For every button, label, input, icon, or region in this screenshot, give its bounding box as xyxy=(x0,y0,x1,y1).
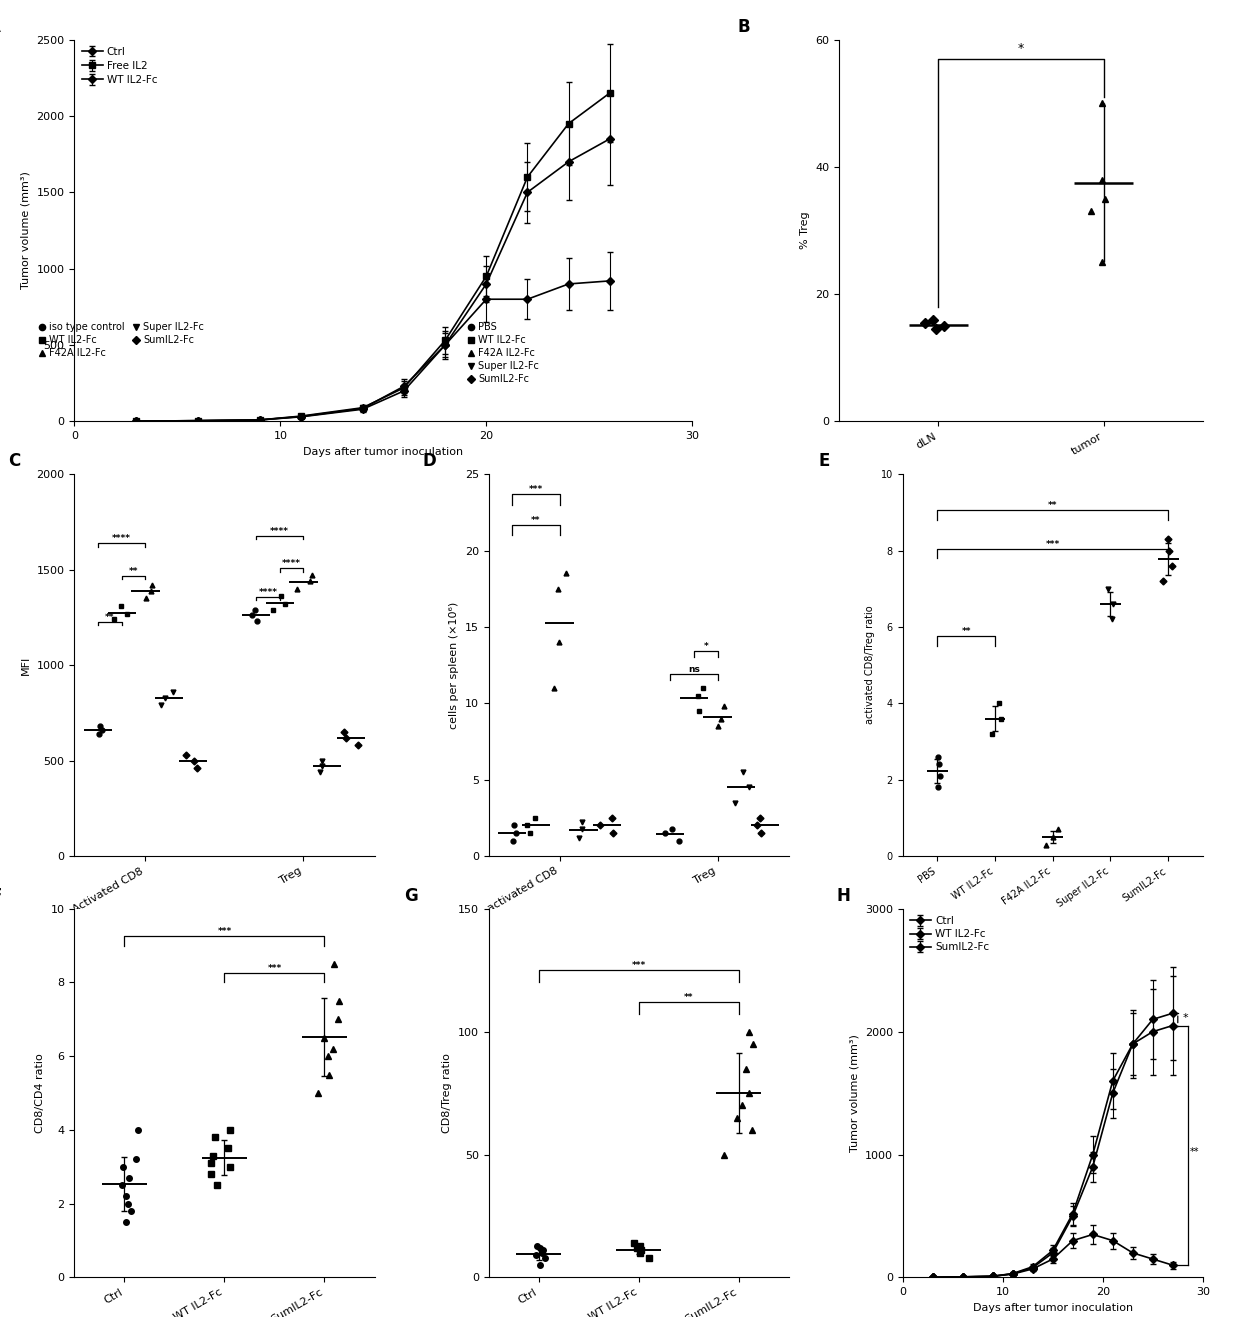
Text: **: ** xyxy=(531,515,541,524)
Text: **: ** xyxy=(1048,502,1058,511)
Text: ****: **** xyxy=(270,527,289,536)
X-axis label: Days after tumor inoculation: Days after tumor inoculation xyxy=(304,446,464,457)
Text: E: E xyxy=(818,453,830,470)
Text: ***: *** xyxy=(1045,540,1060,549)
Text: *: * xyxy=(1183,1013,1188,1022)
Y-axis label: % Treg: % Treg xyxy=(800,212,810,249)
Text: B: B xyxy=(738,18,750,36)
Text: ****: **** xyxy=(281,560,301,568)
X-axis label: Days after tumor inoculation: Days after tumor inoculation xyxy=(972,1303,1133,1313)
Text: *: * xyxy=(703,641,708,651)
Text: C: C xyxy=(9,453,21,470)
Text: **: ** xyxy=(684,993,693,1002)
Text: ***: *** xyxy=(528,485,543,494)
Text: G: G xyxy=(404,888,418,905)
Text: **: ** xyxy=(1190,1147,1199,1156)
Y-axis label: MFI: MFI xyxy=(21,656,31,674)
Y-axis label: Tumor volume (mm³): Tumor volume (mm³) xyxy=(849,1034,859,1152)
Text: *: * xyxy=(1018,42,1024,55)
Text: ***: *** xyxy=(631,961,646,971)
Y-axis label: activated CD8/Treg ratio: activated CD8/Treg ratio xyxy=(866,606,875,724)
Text: **: ** xyxy=(129,566,139,576)
Y-axis label: Tumor volume (mm³): Tumor volume (mm³) xyxy=(21,171,31,290)
Legend: PBS, WT IL2-Fc, F42A IL2-Fc, Super IL2-Fc, SumIL2-Fc: PBS, WT IL2-Fc, F42A IL2-Fc, Super IL2-F… xyxy=(464,319,543,389)
Text: ***: *** xyxy=(268,964,281,973)
Text: ****: **** xyxy=(113,535,131,543)
Y-axis label: CD8/CD4 ratio: CD8/CD4 ratio xyxy=(35,1054,45,1133)
Y-axis label: cells per spleen (×10⁶): cells per spleen (×10⁶) xyxy=(449,602,459,728)
Text: **: ** xyxy=(105,612,114,622)
Text: F: F xyxy=(0,888,1,905)
Y-axis label: CD8/Treg ratio: CD8/Treg ratio xyxy=(443,1054,453,1133)
Legend: Ctrl, WT IL2-Fc, SumIL2-Fc: Ctrl, WT IL2-Fc, SumIL2-Fc xyxy=(908,914,991,955)
Text: **: ** xyxy=(961,627,971,636)
Text: ****: **** xyxy=(258,587,278,597)
Legend: iso type control, WT IL2-Fc, F42A IL2-Fc, Super IL2-Fc, SumIL2-Fc: iso type control, WT IL2-Fc, F42A IL2-Fc… xyxy=(35,319,207,362)
Text: ***: *** xyxy=(217,927,232,936)
Text: ns: ns xyxy=(688,665,699,674)
Legend: Ctrl, Free IL2, WT IL2-Fc: Ctrl, Free IL2, WT IL2-Fc xyxy=(79,45,159,87)
Text: H: H xyxy=(837,888,851,905)
Text: D: D xyxy=(423,453,436,470)
